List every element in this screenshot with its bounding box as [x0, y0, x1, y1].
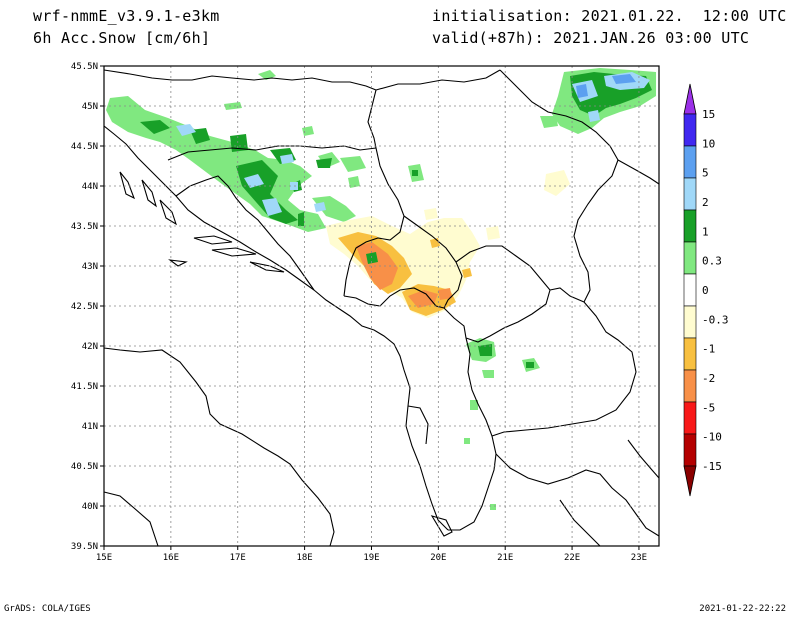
lon-tick-label: 16E [163, 553, 179, 563]
field-title: 6h Acc.Snow [cm/6h] [33, 29, 211, 47]
color-bar-segment [683, 177, 697, 211]
color-bar-label: 5 [702, 167, 709, 180]
lon-tick-label: 18E [296, 553, 312, 563]
lat-tick-label: 44N [82, 182, 98, 192]
color-bar-bottom-arrow [683, 465, 697, 497]
color-bar-segment [683, 305, 697, 339]
color-bar: 15 10 5 2 1 0.3 0 -0.3 -1 -2 -5 -10 -15 [683, 83, 729, 497]
lat-tick-label: 40N [82, 502, 98, 512]
color-bar-label: -2 [702, 372, 715, 385]
color-bar-label: 0.3 [702, 255, 722, 268]
color-bar-segment [683, 433, 697, 467]
map-grid [104, 66, 659, 546]
lat-tick-label: 43.5N [71, 222, 98, 232]
lat-tick-label: 39.5N [71, 542, 98, 552]
color-bar-top-arrow [683, 83, 697, 115]
color-bar-label: -15 [702, 460, 722, 473]
color-bar-segment [683, 145, 697, 179]
lat-tick-label: 45N [82, 102, 98, 112]
model-title: wrf-nmmE_v3.9.1-e3km [33, 7, 220, 25]
lon-tick-label: 21E [497, 553, 513, 563]
lat-tick-label: 42N [82, 342, 98, 352]
color-bar-label: -10 [702, 431, 722, 444]
snowfall-fields [106, 68, 656, 510]
color-bar-label: -1 [702, 343, 715, 356]
lon-tick-label: 15E [96, 553, 112, 563]
color-bar-segment [683, 369, 697, 403]
color-bar-segment [683, 113, 697, 147]
color-bar-segment [683, 273, 697, 307]
color-bar-segment [683, 209, 697, 243]
lat-tick-label: 42.5N [71, 302, 98, 312]
valid-time: valid(+87h): 2021.JAN.26 03:00 UTC [432, 29, 750, 47]
color-bar-segment [683, 241, 697, 275]
lon-tick-label: 20E [430, 553, 446, 563]
color-bar-label: 0 [702, 284, 709, 297]
lat-tick-label: 45.5N [71, 62, 98, 72]
color-bar-label: 2 [702, 196, 709, 209]
axis-ticks: 15E 16E 17E 18E 19E 20E 21E 22E 23E 39.5N 40N 40.5N… [71, 62, 647, 563]
color-bar-label: 15 [702, 108, 715, 121]
lat-tick-label: 44.5N [71, 142, 98, 152]
render-timestamp: 2021-01-22-22:22 [699, 604, 786, 614]
lat-tick-label: 41N [82, 422, 98, 432]
lon-tick-label: 23E [631, 553, 647, 563]
color-bar-label: 1 [702, 225, 709, 238]
color-bar-segment [683, 401, 697, 435]
lat-tick-label: 40.5N [71, 462, 98, 472]
color-bar-label: -5 [702, 401, 715, 414]
lon-tick-label: 17E [230, 553, 246, 563]
color-bar-label: 10 [702, 137, 715, 150]
color-bar-segment [683, 337, 697, 371]
lon-tick-label: 22E [564, 553, 580, 563]
color-bar-label: -0.3 [702, 313, 729, 326]
grads-credit: GrADS: COLA/IGES [4, 604, 91, 614]
coastlines-and-borders [103, 69, 660, 547]
lat-tick-label: 41.5N [71, 382, 98, 392]
lon-tick-label: 19E [363, 553, 379, 563]
initialisation-time: initialisation: 2021.01.22. 12:00 UTC [432, 7, 787, 25]
lat-tick-label: 43N [82, 262, 98, 272]
